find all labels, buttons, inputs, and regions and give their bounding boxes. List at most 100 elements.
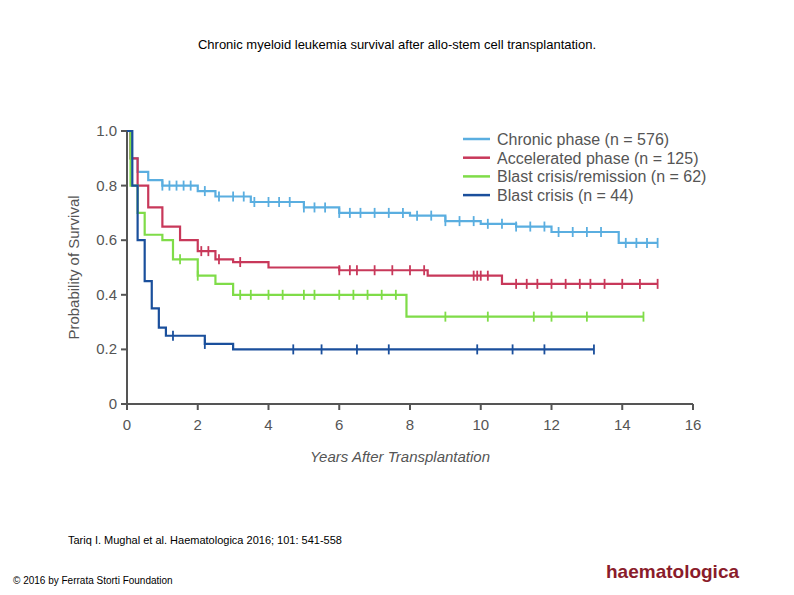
background bbox=[0, 0, 794, 595]
censor-tick bbox=[303, 202, 305, 212]
censor-tick bbox=[487, 219, 489, 229]
x-axis-label: Years After Transplantation bbox=[310, 448, 490, 465]
x-tick-label: 16 bbox=[685, 416, 702, 433]
censor-tick bbox=[636, 238, 638, 248]
y-axis-label: Probability of Survival bbox=[65, 195, 82, 339]
censor-tick bbox=[459, 216, 461, 226]
censor-tick bbox=[169, 181, 171, 191]
censor-tick bbox=[250, 290, 252, 300]
censor-tick bbox=[253, 197, 255, 207]
censor-tick bbox=[529, 222, 531, 232]
censor-tick bbox=[657, 279, 659, 289]
censor-tick bbox=[356, 265, 358, 275]
censor-tick bbox=[278, 197, 280, 207]
x-tick bbox=[480, 404, 482, 410]
legend-swatch bbox=[463, 175, 490, 178]
censor-tick bbox=[321, 344, 323, 354]
y-tick bbox=[121, 239, 127, 241]
copyright: © 2016 by Ferrata Storti Foundation bbox=[13, 575, 173, 586]
censor-tick bbox=[179, 254, 181, 264]
censor-tick bbox=[324, 202, 326, 212]
legend-label: Chronic phase (n = 576) bbox=[497, 131, 669, 148]
legend-swatch bbox=[463, 156, 490, 159]
censor-tick bbox=[200, 246, 202, 256]
censor-tick bbox=[512, 344, 514, 354]
y-axis bbox=[126, 131, 128, 404]
censor-tick bbox=[183, 181, 185, 191]
censor-tick bbox=[374, 265, 376, 275]
censor-tick bbox=[395, 290, 397, 300]
censor-tick bbox=[444, 216, 446, 226]
censor-tick bbox=[590, 279, 592, 289]
censor-tick bbox=[536, 279, 538, 289]
censor-tick bbox=[338, 265, 340, 275]
censor-tick bbox=[423, 265, 425, 275]
censor-tick bbox=[349, 208, 351, 218]
censor-tick bbox=[289, 197, 291, 207]
censor-tick bbox=[544, 222, 546, 232]
censor-tick bbox=[268, 290, 270, 300]
y-tick bbox=[121, 403, 127, 405]
legend-label: Blast crisis (n = 44) bbox=[497, 187, 633, 204]
x-tick-label: 10 bbox=[472, 416, 489, 433]
y-tick-label: 1.0 bbox=[96, 122, 117, 139]
censor-tick bbox=[374, 208, 376, 218]
censor-tick bbox=[190, 181, 192, 191]
censor-tick bbox=[572, 227, 574, 237]
y-tick bbox=[121, 185, 127, 187]
y-tick-label: 0.8 bbox=[96, 177, 117, 194]
censor-tick bbox=[473, 271, 475, 281]
censor-tick bbox=[593, 344, 595, 354]
censor-tick bbox=[243, 192, 245, 202]
censor-tick bbox=[657, 238, 659, 248]
censor-tick bbox=[367, 290, 369, 300]
censor-tick bbox=[643, 312, 645, 322]
censor-tick bbox=[476, 344, 478, 354]
censor-tick bbox=[207, 246, 209, 256]
x-tick-label: 2 bbox=[194, 416, 202, 433]
censor-tick bbox=[239, 290, 241, 300]
censor-tick bbox=[391, 265, 393, 275]
censor-tick bbox=[232, 192, 234, 202]
censor-tick bbox=[604, 279, 606, 289]
censor-tick bbox=[480, 271, 482, 281]
censor-tick bbox=[409, 265, 411, 275]
legend-swatch bbox=[463, 138, 490, 141]
logo: haematologica bbox=[606, 561, 739, 582]
censor-tick bbox=[625, 238, 627, 248]
legend-label: Blast crisis/remission (n = 62) bbox=[497, 168, 706, 185]
censor-tick bbox=[501, 219, 503, 229]
x-tick-label: 6 bbox=[335, 416, 343, 433]
censor-tick bbox=[356, 344, 358, 354]
title: Chronic myeloid leukemia survival after … bbox=[198, 37, 596, 52]
x-tick-label: 8 bbox=[406, 416, 414, 433]
censor-tick bbox=[565, 279, 567, 289]
censor-tick bbox=[551, 279, 553, 289]
censor-tick bbox=[388, 208, 390, 218]
censor-tick bbox=[416, 211, 418, 221]
censor-tick bbox=[430, 211, 432, 221]
x-tick bbox=[268, 404, 270, 410]
censor-tick bbox=[639, 279, 641, 289]
citation: Tariq I. Mughal et al. Haematologica 201… bbox=[68, 534, 342, 546]
censor-tick bbox=[218, 254, 220, 264]
censor-tick bbox=[176, 181, 178, 191]
x-tick bbox=[409, 404, 411, 410]
x-tick-label: 12 bbox=[543, 416, 560, 433]
x-tick-label: 4 bbox=[264, 416, 272, 433]
censor-tick bbox=[172, 331, 174, 341]
legend-label: Accelerated phase (n = 125) bbox=[497, 150, 698, 167]
censor-tick bbox=[586, 227, 588, 237]
censor-tick bbox=[646, 238, 648, 248]
x-tick-label: 14 bbox=[614, 416, 631, 433]
y-tick-label: 0 bbox=[109, 395, 117, 412]
censor-tick bbox=[402, 208, 404, 218]
censor-tick bbox=[388, 344, 390, 354]
censor-tick bbox=[444, 312, 446, 322]
y-tick bbox=[121, 348, 127, 350]
censor-tick bbox=[268, 197, 270, 207]
censor-tick bbox=[282, 290, 284, 300]
censor-tick bbox=[338, 208, 340, 218]
censor-tick bbox=[239, 257, 241, 267]
censor-tick bbox=[621, 279, 623, 289]
